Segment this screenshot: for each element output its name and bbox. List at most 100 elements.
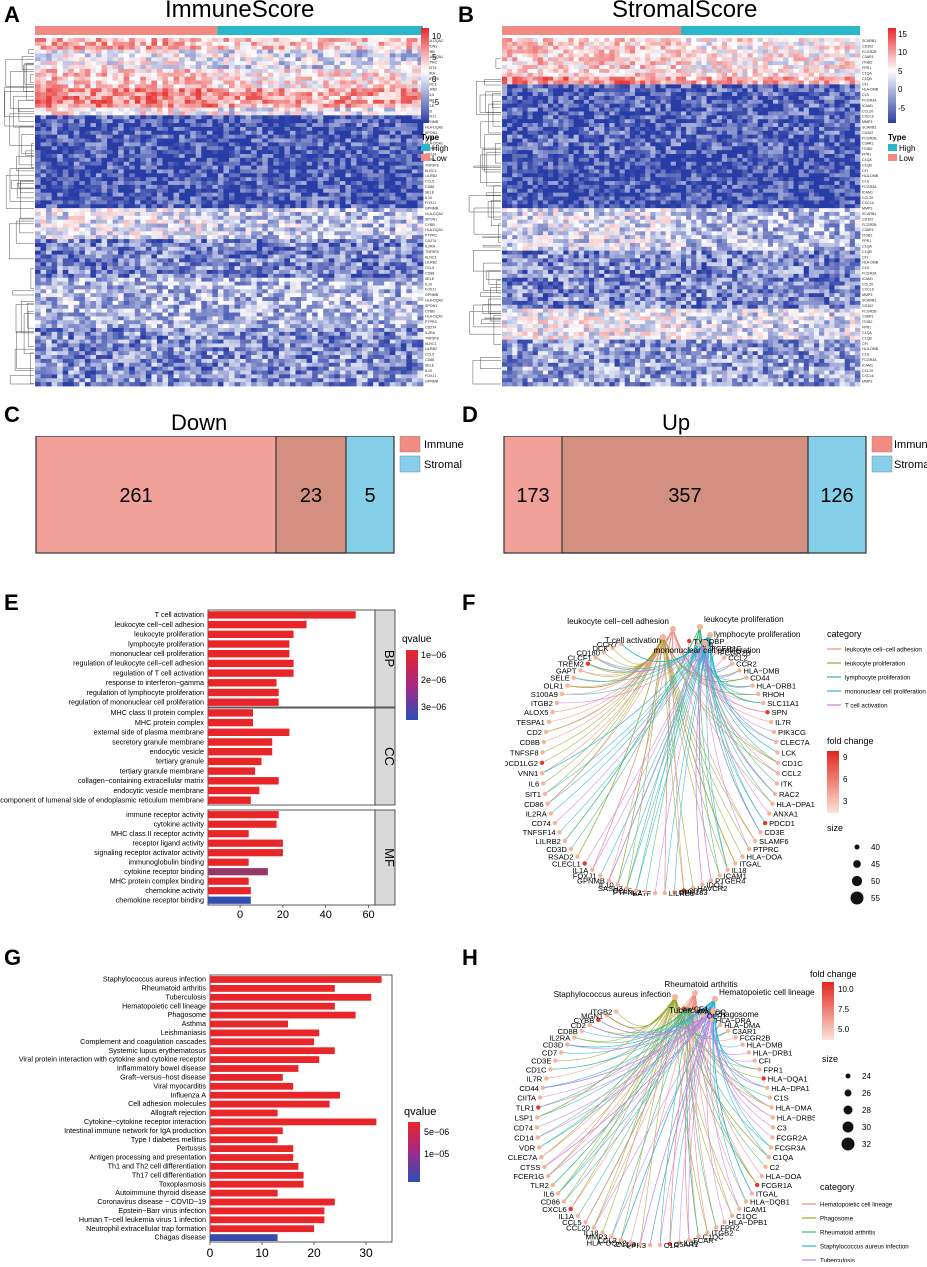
gene-node	[536, 1145, 542, 1150]
heatmap-row-label: SELE	[425, 363, 435, 367]
category-label: Influenza A	[170, 1090, 206, 1099]
heatmap-row-label: CCL20	[862, 196, 873, 200]
gene-label: C1S	[774, 1094, 789, 1103]
term-label: Hematopoietic cell lineage	[719, 988, 815, 997]
legend-a-low-swatch	[421, 154, 430, 161]
gene-label: TREM2	[558, 660, 584, 669]
gene-label: TLR1	[516, 1103, 535, 1112]
bar	[210, 1091, 340, 1099]
cnet-edge	[654, 642, 706, 893]
category-label: Systemic lupus erythematosus	[109, 1046, 207, 1055]
category-label: Toxoplasmosis	[159, 1179, 207, 1188]
cnet-edge	[547, 996, 676, 1177]
heatmap-row-label: CXCL6	[862, 115, 874, 119]
colorbar-a-tick: 0	[432, 75, 437, 84]
heatmap-row-label: GPNMB	[425, 207, 439, 211]
gene-label: HLA−DMA	[776, 1103, 813, 1112]
heatmap-row-label: CXCL6	[862, 374, 874, 378]
cnet-edge	[709, 1010, 740, 1210]
gene-node	[534, 1125, 540, 1130]
size-label: 28	[862, 1106, 871, 1115]
gene-label: NCF4	[688, 1005, 708, 1014]
category-label: leukocyte cell−cell adhesion	[115, 620, 204, 629]
gene-label: HLA−DOA	[747, 853, 784, 862]
category-label: T cell activation	[155, 610, 204, 619]
heatmap-row-label: FOXJ1	[425, 374, 436, 378]
gene-label: CD7	[542, 1048, 557, 1057]
heatmap-row-label: CD86	[425, 185, 434, 189]
gene-node	[733, 861, 738, 866]
cnet-edge	[595, 636, 664, 670]
gene-label: LILRB1	[669, 889, 694, 898]
heatmap-b-title: StromalScore	[612, 0, 758, 23]
gene-label: TNFSF8	[510, 748, 539, 757]
cnet-edge	[674, 634, 711, 893]
gene-label: MMP3	[586, 1233, 608, 1242]
term-label: Rheumatoid arthritis	[664, 980, 737, 989]
legend-b-title: Type	[888, 133, 907, 142]
venn-c: 261 23 5 Immune Stromal	[35, 436, 464, 554]
gene-label: DCK	[593, 644, 609, 653]
gene-node	[561, 1199, 567, 1204]
cnet-f-fold-tick: 9	[843, 753, 848, 762]
cnet-h-legend: fold change 10.0 7.5 5.0 size 24 26 28 30 32…	[802, 969, 909, 1262]
gene-label: MGN1	[581, 1011, 603, 1020]
heatmap-row-label: FCGR2B	[862, 50, 877, 54]
cnet-f-fold-title: fold change	[827, 736, 874, 746]
gene-label: C1QC	[703, 1233, 725, 1242]
gene-node	[765, 1085, 770, 1090]
gene-label: HLA−DMA	[724, 1021, 761, 1030]
category-label: Th1 and Th2 cell differentiation	[108, 1162, 206, 1171]
gene-node	[752, 838, 758, 843]
gene-node	[705, 1230, 710, 1235]
bar	[208, 887, 251, 895]
category-label: MHC protein complex	[135, 718, 205, 727]
cnet-edge	[662, 636, 779, 764]
bar	[208, 811, 279, 819]
venn-c-title: Down	[171, 410, 228, 435]
heatmap-row-label: CCL5	[425, 93, 434, 97]
gene-label: LILRB2	[536, 837, 561, 846]
category-label: Inflammatory bowel disease	[117, 1064, 206, 1073]
gene-label: CCL2	[728, 654, 747, 663]
facet-strip	[374, 609, 396, 708]
cnet-edge	[712, 998, 747, 1202]
legend-c-immune-swatch	[399, 436, 421, 453]
gene-label: CLEC7A	[780, 738, 810, 747]
gene-label: ALOX5	[524, 708, 548, 717]
venn-d-value: 357	[668, 485, 701, 507]
gene-label: HLA−DMB	[744, 666, 780, 675]
panel-letter-c: C	[4, 402, 20, 427]
cnet-edge	[559, 634, 711, 833]
heatmap-row-label: ITGB2	[862, 147, 872, 151]
cnet-edge	[639, 1010, 714, 1245]
plot-frame	[209, 974, 393, 1243]
heatmap-row-label: CD302	[862, 304, 873, 308]
venn-c-immune-only	[36, 436, 276, 553]
cnet-f-size-title: size	[827, 823, 843, 833]
gene-label: GPNMB	[577, 876, 605, 885]
gene-node	[535, 1135, 540, 1140]
venn-c-stromal-only	[346, 436, 394, 553]
gene-node	[548, 1067, 553, 1072]
bar	[210, 1038, 314, 1046]
bar	[208, 659, 294, 668]
category-label: Hematopoietic cell lineage	[820, 1202, 893, 1209]
gene-node	[763, 1164, 768, 1169]
category-label: regulation of mononuclear cell prolifera…	[69, 698, 204, 707]
cnet-edge	[541, 992, 696, 1158]
gene-node	[558, 1050, 564, 1055]
gene-node	[746, 1050, 752, 1055]
gene-label: CIITA	[517, 1094, 537, 1103]
bar	[208, 709, 253, 717]
legend-b-low-swatch	[888, 154, 897, 161]
bar	[210, 1154, 294, 1161]
cnet-edge	[538, 1010, 714, 1108]
heatmap-row-label: CFI	[862, 342, 868, 346]
bar	[208, 786, 260, 795]
qvalue-legend-tick: 1e−06	[421, 650, 446, 660]
heatmap-row-label: KLRC1	[425, 82, 437, 86]
heatmap-row-label: CCL5	[425, 180, 434, 184]
gene-node	[583, 1219, 588, 1225]
gene-label: CD1C	[782, 759, 803, 768]
